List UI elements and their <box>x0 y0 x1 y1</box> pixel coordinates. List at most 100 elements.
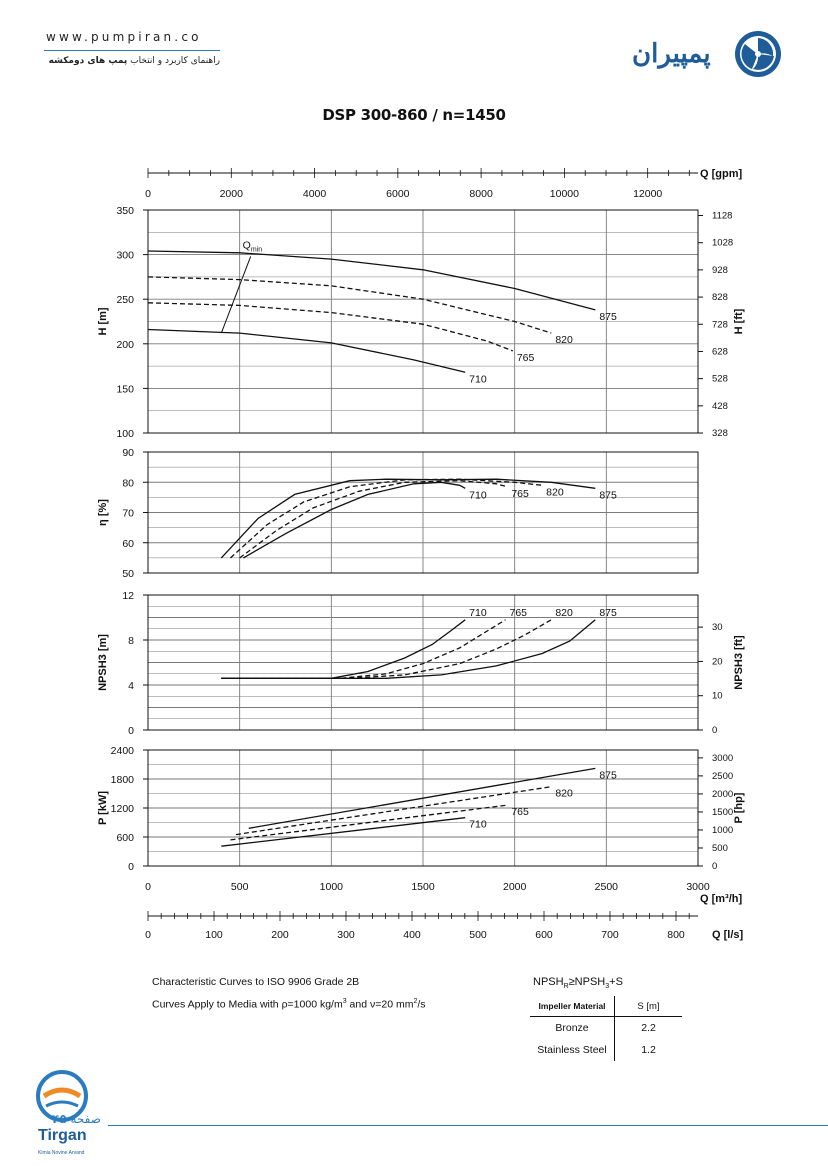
series-label-765: 765 <box>511 488 529 500</box>
gpm-axis-label: Q [gpm] <box>700 168 742 180</box>
y2-tick-label: 528 <box>712 374 728 385</box>
gpm-tick-label: 2000 <box>220 188 244 200</box>
y-tick-label: 50 <box>122 568 134 580</box>
y2-tick-label: 628 <box>712 346 728 357</box>
ls-tick-label: 700 <box>601 929 619 941</box>
y2-axis-label: NPSH3 [ft] <box>733 635 745 690</box>
y2-tick-label: 728 <box>712 319 728 330</box>
qmin-label: Qmin <box>243 239 263 253</box>
gpm-tick-label: 8000 <box>469 188 493 200</box>
y2-tick-label: 3000 <box>712 753 733 764</box>
header-tagline: راهنمای کاربرد و انتخاب پمپ های دومکشه <box>44 56 220 66</box>
y2-tick-label: 1028 <box>712 238 733 249</box>
y2-tick-label: 1000 <box>712 825 733 836</box>
y-tick-label: 1200 <box>111 803 135 815</box>
col-impeller-material: Impeller Material <box>530 996 615 1016</box>
table-row: Bronze 2.2 <box>530 1017 682 1039</box>
col-s: S [m] <box>637 1000 660 1012</box>
y2-tick-label: 10 <box>712 691 723 702</box>
ls-tick-label: 500 <box>469 929 487 941</box>
table-row: Stainless Steel 1.2 <box>530 1039 682 1061</box>
media-and: and <box>349 998 368 1011</box>
npsh-table-header: Impeller Material S [m] <box>530 996 682 1017</box>
y2-tick-label: 828 <box>712 292 728 303</box>
chart-curves <box>147 250 596 847</box>
tagline-bold: پمپ های دومکشه <box>48 56 128 66</box>
series-label-875: 875 <box>599 769 617 781</box>
y2-axis-label: P [hp] <box>733 792 745 823</box>
x-tick-label: 0 <box>145 881 151 893</box>
series-label-820: 820 <box>546 486 564 498</box>
y-tick-label: 300 <box>116 250 134 262</box>
npsh-formula: NPSHR≥NPSH3+S <box>533 976 623 990</box>
panel-frame <box>147 594 699 731</box>
y2-axis-label: H [ft] <box>733 308 745 334</box>
ls-tick-label: 200 <box>271 929 289 941</box>
ls-tick-label: 300 <box>337 929 355 941</box>
gpm-tick-label: 10000 <box>550 188 579 200</box>
npsh-formula-sub-b: 3 <box>605 983 610 991</box>
y-tick-label: 250 <box>116 294 134 306</box>
series-line-710 <box>242 481 466 559</box>
media-nu-sup: 2 <box>413 998 418 1005</box>
series-label-710: 710 <box>469 819 487 831</box>
y-tick-label: 8 <box>128 635 134 647</box>
row-material: Stainless Steel <box>530 1039 615 1061</box>
series-label-875: 875 <box>599 311 617 323</box>
x-tick-label: 2000 <box>503 881 527 893</box>
ls-axis-label: Q [l/s] <box>712 929 744 941</box>
series-line-765 <box>239 480 508 559</box>
pumpiran-logo-graphic: پمپیران <box>632 31 781 77</box>
row-material: Bronze <box>530 1017 615 1039</box>
series-line-710 <box>221 817 466 847</box>
ls-tick-label: 800 <box>667 929 685 941</box>
media-nu: ν=20 mm <box>370 998 414 1011</box>
tirgan-logo: Tirgan Kimia Novine Arvand <box>34 1066 110 1162</box>
y2-tick-label: 1500 <box>712 807 733 818</box>
y2-tick-label: 328 <box>712 428 728 439</box>
tirgan-brand-sub: Kimia Novine Arvand <box>38 1150 85 1156</box>
website-url[interactable]: www.pumpiran.co <box>46 30 202 44</box>
series-label-765: 765 <box>510 607 528 619</box>
npsh-formula-sub-a: R <box>563 983 569 991</box>
series-line-875 <box>220 478 596 559</box>
y-tick-label: 90 <box>122 447 134 459</box>
tirgan-brand: Tirgan <box>38 1127 87 1144</box>
y-tick-label: 600 <box>116 832 134 844</box>
y-tick-label: 4 <box>128 680 134 692</box>
y2-tick-label: 2000 <box>712 789 733 800</box>
y-tick-label: 60 <box>122 538 134 550</box>
series-label-875: 875 <box>599 607 617 619</box>
gpm-tick-label: 12000 <box>633 188 662 200</box>
y-tick-label: 1800 <box>111 774 135 786</box>
page-number: صفحه ۴۵ <box>52 1112 101 1126</box>
y-tick-label: 350 <box>116 205 134 217</box>
y2-tick-label: 1128 <box>712 211 732 222</box>
y-tick-label: 80 <box>122 477 134 489</box>
series-label-765: 765 <box>511 806 529 818</box>
y-axis-label: P [kW] <box>97 791 109 825</box>
x-tick-label: 1000 <box>320 881 344 893</box>
series-line-765 <box>147 302 514 352</box>
x-tick-label: 500 <box>231 881 249 893</box>
media-rho: ρ=1000 kg/m <box>281 998 343 1011</box>
row-s: 2.2 <box>641 1022 656 1034</box>
footer-divider <box>108 1125 828 1126</box>
media-note-prefix: Curves Apply to Media with <box>152 998 279 1011</box>
series-label-710: 710 <box>469 607 487 619</box>
y2-tick-label: 2500 <box>712 771 733 782</box>
y-axis-label: NPSH3 [m] <box>97 634 109 691</box>
series-line-820 <box>221 619 552 679</box>
y2-tick-label: 0 <box>712 725 717 736</box>
series-line-820 <box>147 276 552 334</box>
y2-tick-label: 30 <box>712 622 723 633</box>
series-label-820: 820 <box>555 788 573 800</box>
logo-text: پمپیران <box>632 38 711 69</box>
y2-tick-label: 0 <box>712 861 717 872</box>
media-note: Curves Apply to Media with ρ=1000 kg/m3 … <box>152 998 426 1011</box>
series-label-820: 820 <box>555 607 573 619</box>
y-axis-label: H [m] <box>97 307 109 335</box>
tagline-prefix: راهنمای کاربرد و انتخاب <box>130 56 220 66</box>
